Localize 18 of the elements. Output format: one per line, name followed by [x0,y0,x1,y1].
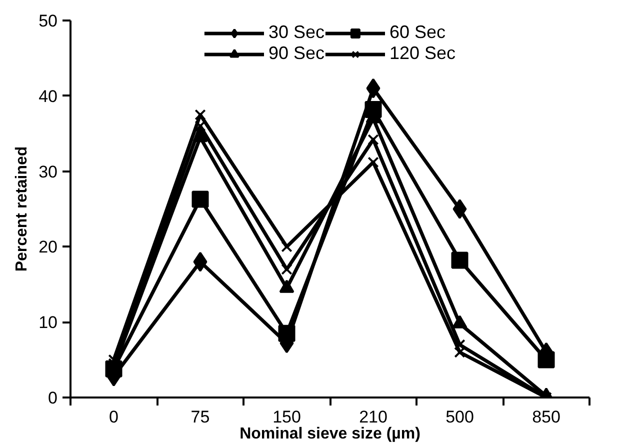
y-axis-title: Percent retained [14,146,31,272]
y-tick-label: 30 [38,162,58,182]
y-tick-label: 0 [48,388,58,408]
y-tick-label: 10 [38,313,58,332]
x-tick-label: 850 [532,408,560,426]
x-tick-label: 150 [272,408,301,426]
x-axis-title: Nominal sieve size (µm) [240,426,420,442]
legend-label: 90 Sec [268,43,324,64]
legend-label: 60 Sec [389,22,446,43]
y-tick-label: 40 [38,86,58,106]
x-tick-label: 0 [109,408,118,426]
legend-label: 30 Sec [268,22,324,43]
y-tick-label: 50 [38,12,58,30]
y-tick-label: 20 [38,238,58,257]
legend-label: 120 Sec [389,43,456,64]
x-tick-label: 75 [190,408,210,426]
x-tick-label: 500 [446,408,474,426]
x-tick-label: 210 [359,408,388,426]
